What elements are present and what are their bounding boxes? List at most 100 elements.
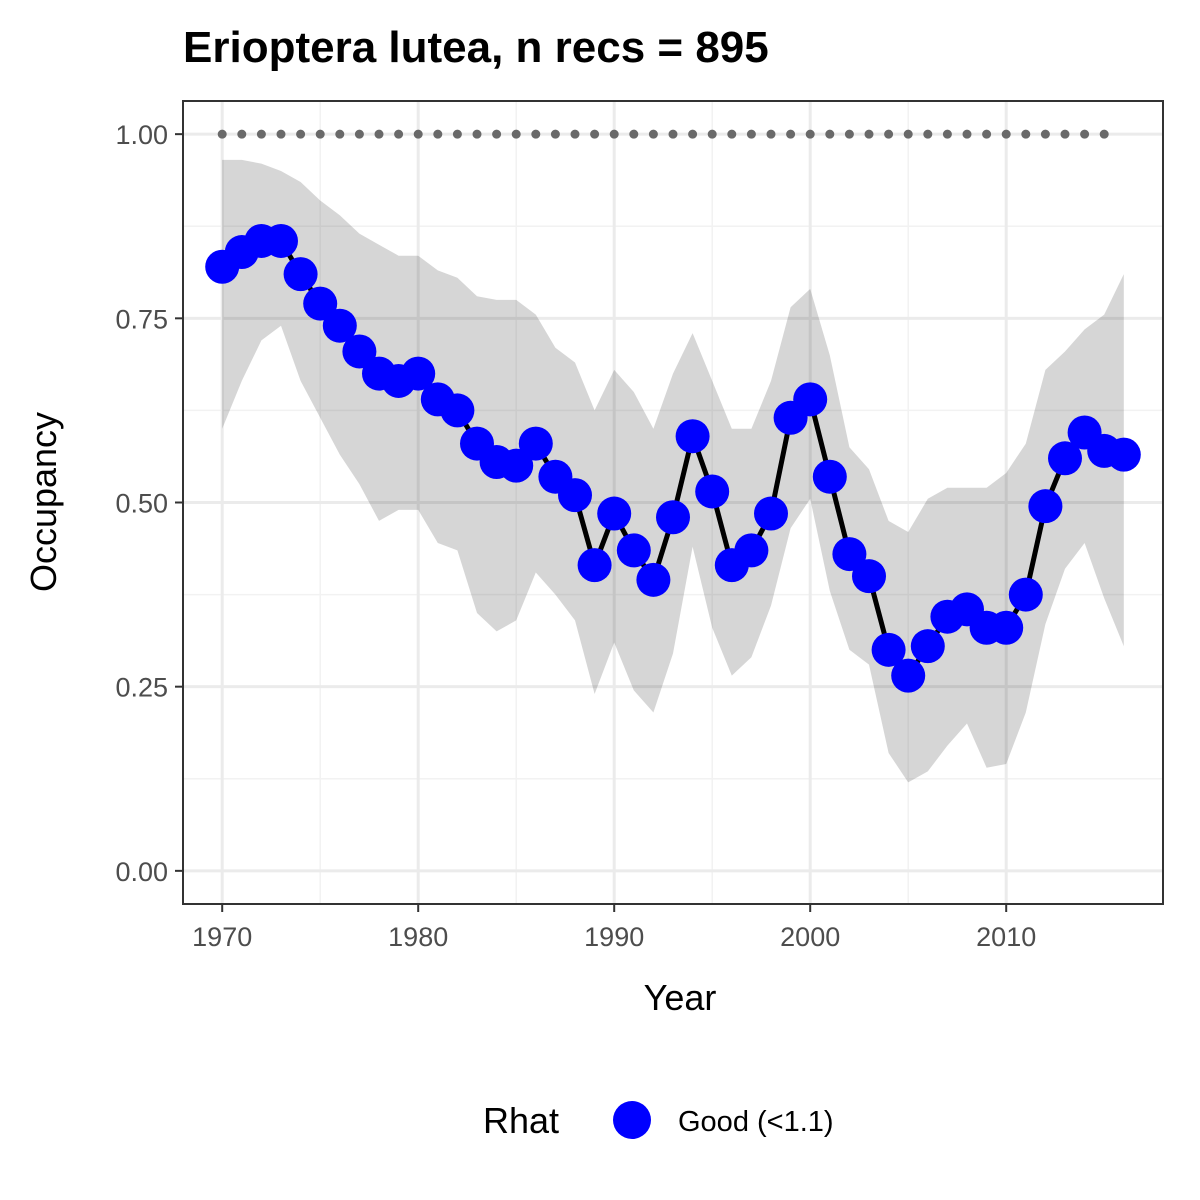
reference-point (903, 129, 913, 139)
chart-title: Erioptera lutea, n recs = 895 (183, 23, 769, 72)
reference-point (1099, 129, 1109, 139)
mean-point (910, 629, 945, 664)
mean-point (342, 334, 377, 369)
reference-point (570, 129, 580, 139)
mean-point (891, 658, 926, 693)
mean-point (852, 559, 886, 594)
x-tick-label: 1980 (388, 922, 448, 952)
reference-point (472, 129, 482, 139)
mean-point (636, 562, 671, 597)
reference-point (727, 129, 737, 139)
reference-point (335, 129, 345, 139)
reference-point (1021, 129, 1031, 139)
reference-point (374, 129, 384, 139)
reference-point (864, 129, 874, 139)
reference-point (884, 129, 894, 139)
y-tick-label: 0.50 (115, 489, 168, 519)
confidence-band (222, 159, 1124, 783)
reference-point (609, 129, 619, 139)
x-axis: 1970 1980 1990 2000 2010 (192, 904, 1036, 952)
mean-point (597, 496, 632, 531)
reference-point (786, 129, 796, 139)
ci-band-layer (222, 159, 1124, 783)
mean-point (499, 448, 534, 483)
reference-point (354, 129, 364, 139)
mean-point (616, 533, 651, 568)
y-tick-label: 0.75 (115, 304, 168, 334)
mean-point (734, 533, 769, 568)
x-tick-label: 1990 (584, 922, 644, 952)
reference-point (531, 129, 541, 139)
mean-point (440, 393, 475, 428)
mean-point (1008, 577, 1043, 612)
reference-point (844, 129, 854, 139)
mean-point (989, 610, 1024, 645)
mean-point (675, 419, 710, 454)
y-tick-label: 0.25 (115, 673, 168, 703)
legend-label-good: Good (<1.1) (678, 1106, 834, 1138)
legend-title: Rhat (483, 1100, 559, 1141)
mean-point (1048, 441, 1082, 476)
reference-point (452, 129, 462, 139)
reference-point (825, 129, 835, 139)
reference-point (766, 129, 776, 139)
mean-point (695, 474, 730, 509)
mean-point (1028, 489, 1063, 524)
mean-point (1106, 437, 1141, 472)
x-axis-title: Year (644, 977, 717, 1018)
x-tick-label: 2000 (780, 922, 840, 952)
mean-points (205, 223, 1141, 693)
reference-point (492, 129, 502, 139)
reference-point (923, 129, 933, 139)
reference-point (550, 129, 560, 139)
reference-point (629, 129, 639, 139)
mean-point (577, 548, 612, 583)
reference-point (707, 129, 717, 139)
mean-point (656, 500, 690, 535)
reference-point (962, 129, 972, 139)
reference-point (648, 129, 658, 139)
y-tick-label: 1.00 (115, 120, 168, 150)
reference-point (413, 129, 423, 139)
reference-point (237, 129, 247, 139)
reference-point (433, 129, 443, 139)
reference-point (688, 129, 698, 139)
reference-point (511, 129, 521, 139)
y-tick-label: 0.00 (115, 857, 168, 887)
reference-dots (217, 129, 1109, 139)
legend-key-good (613, 1101, 651, 1139)
mean-point (754, 496, 788, 531)
mean-point (558, 478, 592, 513)
mean-point (871, 632, 906, 667)
mean-point (322, 308, 357, 343)
mean-point (793, 382, 828, 417)
mean-point (812, 459, 847, 494)
reference-point (256, 129, 266, 139)
reference-point (1060, 129, 1070, 139)
reference-point (590, 129, 600, 139)
legend: Rhat Good (<1.1) (483, 1100, 834, 1141)
reference-point (217, 129, 227, 139)
mean-point (518, 426, 553, 461)
reference-point (315, 129, 325, 139)
reference-point (746, 129, 756, 139)
mean-point (264, 223, 298, 258)
x-tick-label: 1970 (192, 922, 252, 952)
reference-point (1040, 129, 1050, 139)
y-axis: 0.00 0.25 0.50 0.75 1.00 (115, 120, 183, 887)
reference-point (276, 129, 286, 139)
reference-point (296, 129, 306, 139)
reference-point (668, 129, 678, 139)
mean-point (832, 537, 867, 572)
x-tick-label: 2010 (976, 922, 1036, 952)
reference-point (982, 129, 992, 139)
mean-point (283, 257, 318, 292)
y-axis-title: Occupancy (23, 412, 64, 592)
mean-point (401, 356, 436, 391)
reference-point (942, 129, 952, 139)
mean-point (303, 286, 338, 321)
reference-point (1001, 129, 1011, 139)
reference-point (394, 129, 404, 139)
reference-point (805, 129, 815, 139)
